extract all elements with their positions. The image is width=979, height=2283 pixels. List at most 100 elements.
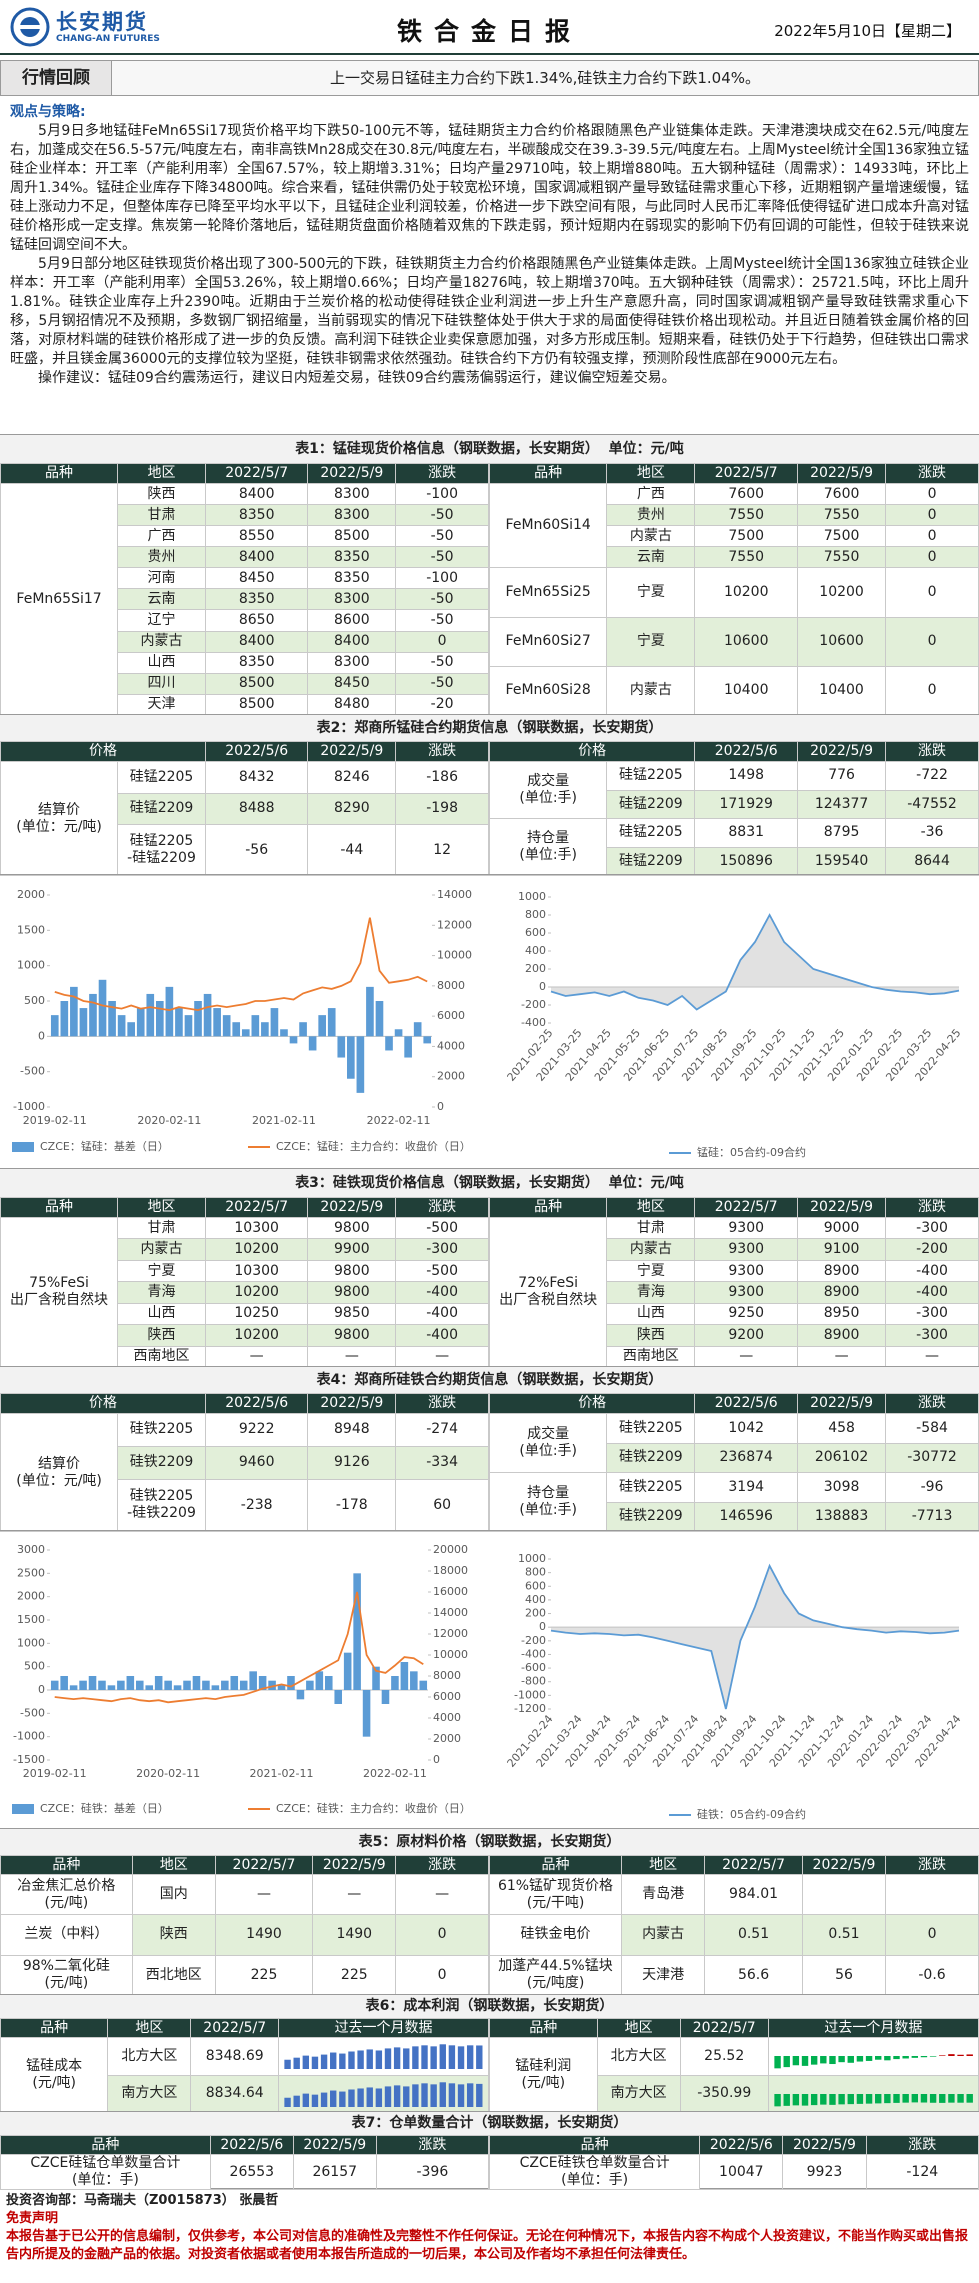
spark-bar <box>311 2094 319 2107</box>
header-cell: 地区 <box>621 1855 706 1875</box>
legend-label: CZCE：硅铁：主力合约：收盘价（日） <box>276 1801 471 1815</box>
data-row: 硅铁金电价 内蒙古 0.51 0.51 0 <box>488 1914 979 1956</box>
header-cell: 2022/5/9 <box>292 2135 377 2155</box>
table-cell: — <box>204 1345 309 1368</box>
table-title: 表1：锰硅现货价格信息（钢联数据，长安期货） 单位：元/吨 <box>0 435 979 463</box>
data-row: 宁夏 10300 9800 -500 <box>1 1259 489 1283</box>
spark-bar <box>893 2056 900 2060</box>
table-cell: 7550 <box>797 546 887 569</box>
y-tick-label: -1000 <box>13 1730 45 1743</box>
spark-bar <box>394 2085 401 2107</box>
sparkline <box>774 2054 973 2069</box>
table-title: 表7：仓单数量合计（钢联数据，长安期货） <box>0 2112 979 2135</box>
table-cell: 9850 <box>307 1302 397 1326</box>
header-cell: 涨跌 <box>885 741 979 762</box>
y-tick-label: 0 <box>539 980 546 993</box>
group-name: CZCE硅锰仓单数量合计 (单位：手) <box>0 2154 211 2190</box>
table-cell: 天津 <box>117 693 206 716</box>
data-row: 75%FeSi 出厂含税自然块 甘肃 10300 9800 -500 <box>0 1216 489 1368</box>
data-table: 品种 2022/5/6 2022/5/9 涨跌 CZCE硅铁仓单数量合计 (单位：手) 1… <box>488 2135 979 2190</box>
spark-bar <box>467 2083 474 2107</box>
table-cell: 0 <box>885 616 979 667</box>
bar <box>202 1680 210 1690</box>
bar <box>127 1022 135 1037</box>
y-tick-label: 1000 <box>518 890 546 903</box>
table-halves: 品种 地区 2022/5/7 2022/5/9 涨跌 冶金焦汇总价格 (元/吨) 国内 — — —… <box>0 1855 979 1996</box>
y2-tick-label: 0 <box>437 1100 444 1113</box>
bar <box>375 1001 384 1037</box>
header-cell: 地区 <box>606 463 696 484</box>
header-cell: 品种 <box>489 2018 598 2038</box>
table-cell: 138883 <box>797 1501 887 1532</box>
bar <box>145 1685 154 1690</box>
table-cell: 3098 <box>797 1472 887 1503</box>
bar <box>277 1685 286 1690</box>
header-cell: 2022/5/9 <box>307 463 397 484</box>
data-row: 陕西 9200 8900 -300 <box>490 1324 979 1347</box>
table-cell: 8246 <box>307 761 397 794</box>
table-cell: 9126 <box>307 1445 397 1480</box>
table-cell: 8488 <box>204 792 309 826</box>
bar <box>324 1676 333 1690</box>
table-cell: 9923 <box>782 2154 867 2190</box>
data-table: 品种 地区 2022/5/7 2022/5/9 涨跌 冶金焦汇总价格 (元/吨) 国内 — — —… <box>0 1855 489 1996</box>
table-cell: 8300 <box>307 482 397 506</box>
spark-bar <box>302 2093 310 2107</box>
report-footer: 投资咨询部：马斋瑞夫（Z0015873） 张晨哲 免责声明 本报告基于已公开的信… <box>0 2188 979 2283</box>
table-cell: 7500 <box>797 525 887 548</box>
spark-bar <box>293 2057 301 2070</box>
table-cell: 0 <box>395 630 489 653</box>
spark-bar <box>856 2056 863 2062</box>
spark-bar <box>947 2093 955 2103</box>
table-cell: 硅铁2205 <box>606 1413 696 1444</box>
bar <box>156 1001 164 1037</box>
data-row: 硅锰2209 150896 159540 8644 <box>490 846 979 876</box>
header-cell: 2022/5/6 <box>694 741 799 762</box>
table-cell: 1042 <box>694 1413 799 1444</box>
data-row: 内蒙古 8400 8400 0 <box>1 630 489 653</box>
group-name: 75%FeSi 出厂含税自然块 <box>0 1217 119 1368</box>
bar <box>108 1001 116 1037</box>
header-cell: 地区 <box>117 463 206 484</box>
bar <box>280 1029 288 1037</box>
table-cell: -178 <box>307 1478 397 1533</box>
table-cell: -350.99 <box>679 2074 769 2113</box>
data-row: 持仓量 (单位:手) 硅铁2205 3194 3098 -96 <box>488 1472 979 1532</box>
spark-bar <box>439 2082 447 2107</box>
table-cell: 8400 <box>307 630 397 653</box>
data-table: 价格 2022/5/6 2022/5/9 涨跌 成交量 (单位:手) 硅铁2205 1042… <box>488 1393 979 1532</box>
table-cell: 10600 <box>797 616 887 667</box>
x-tick-label: 2020-02-11 <box>137 1114 201 1127</box>
table-cell: 9800 <box>307 1324 397 1347</box>
table-cell: 8831 <box>694 818 799 848</box>
table-cell: -198 <box>395 792 489 826</box>
table-cell: 8350 <box>307 567 397 590</box>
table-cell: -300 <box>885 1324 979 1347</box>
data-row: 成交量 (单位:手) 硅锰2205 1498 776 -722 <box>488 761 979 819</box>
header-cell: 地区 <box>131 1855 216 1875</box>
line <box>54 917 428 1012</box>
bar <box>362 1690 371 1737</box>
table-cell: 3194 <box>694 1472 799 1503</box>
spark-bar <box>430 2084 437 2107</box>
table-cell: 1490 <box>312 1914 397 1956</box>
y2-tick-label: 4000 <box>437 1039 465 1052</box>
data-row: 青海 10200 9800 -400 <box>1 1281 489 1304</box>
y-tick-label: 0 <box>38 1029 45 1042</box>
data-row: 加蓬产44.5%锰块 (元/吨度) 天津港 56.6 56 -0.6 <box>488 1954 979 1996</box>
spark-bar <box>938 2093 946 2103</box>
table-cell: -200 <box>885 1238 979 1261</box>
table-cell: -500 <box>395 1216 489 1240</box>
bar <box>222 1015 231 1037</box>
spark-bar <box>966 2093 973 2103</box>
y-tick-label: 400 <box>525 944 546 957</box>
group-name: FeMn65Si25 <box>488 567 608 618</box>
table-title: 表2：郑商所锰硅合约期货信息（钢联数据，长安期货） <box>0 715 979 741</box>
header-cell: 涨跌 <box>885 1197 979 1218</box>
data-table: 价格 2022/5/6 2022/5/9 涨跌 结算价 (单位：元/吨) 硅锰2205 84… <box>0 741 489 876</box>
table-cell: 10300 <box>204 1216 309 1240</box>
spark-bar <box>838 2093 845 2105</box>
data-row: CZCE硅锰仓单数量合计 (单位：手) 26553 26157 -396 <box>0 2154 490 2190</box>
header-cell: 涨跌 <box>865 2135 979 2155</box>
